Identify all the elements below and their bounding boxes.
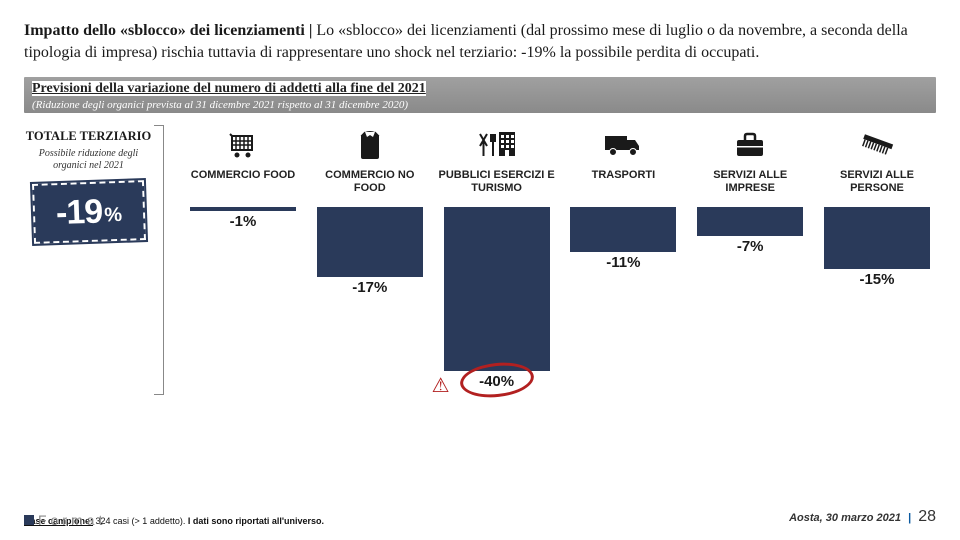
footnote-body: 324 casi (> 1 addetto). xyxy=(93,516,188,526)
slide-title: Impatto dello «sblocco» dei licenziament… xyxy=(0,0,960,71)
chart-column: SERVIZI ALLE IMPRESE -7% xyxy=(691,125,809,395)
bar-area: -7% xyxy=(691,207,809,395)
bar-value-label: -1% xyxy=(184,213,302,230)
briefcase-icon xyxy=(734,125,766,165)
bar-value-label: -11% xyxy=(564,254,682,271)
chart-column: COMMERCIO NO FOOD -17% xyxy=(311,125,429,395)
comb-icon xyxy=(860,125,894,165)
bar-value-label: -17% xyxy=(311,279,429,296)
category-label: PUBBLICI ESERCIZI E TURISMO xyxy=(438,169,556,207)
bar-value-label: -7% xyxy=(691,238,809,255)
bar xyxy=(570,207,676,252)
kpi-top-label: TOTALE TERZIARIO xyxy=(24,129,153,143)
title-lead: Impatto dello «sblocco» dei licenziament… xyxy=(24,22,312,39)
chart-column: TRASPORTI -11% xyxy=(564,125,682,395)
bar xyxy=(317,207,423,277)
bar xyxy=(697,207,803,236)
bar-area: -15% xyxy=(818,207,936,395)
bar-area: -11% xyxy=(564,207,682,395)
bar-area: -40%⚠ xyxy=(438,207,556,395)
bar-value-label: -15% xyxy=(818,271,936,288)
bar xyxy=(444,207,550,371)
chart-column: COMMERCIO FOOD -1% xyxy=(184,125,302,395)
chart-column: SERVIZI ALLE PERSONE -15% xyxy=(818,125,936,395)
kpi-panel: TOTALE TERZIARIO Possibile riduzione deg… xyxy=(24,125,164,395)
page-number: 28 xyxy=(918,508,936,525)
truck-icon xyxy=(603,125,643,165)
footer: Base campione: 324 casi (> 1 addetto). I… xyxy=(24,516,936,526)
main-content: TOTALE TERZIARIO Possibile riduzione deg… xyxy=(24,125,936,395)
category-label: TRASPORTI xyxy=(592,169,656,207)
dining-icon xyxy=(475,125,519,165)
divider-icon: | xyxy=(908,512,911,524)
chart-column: PUBBLICI ESERCIZI E TURISMO-40%⚠ xyxy=(438,125,556,395)
footer-date: Aosta, 30 marzo 2021 xyxy=(789,512,901,524)
jacket-icon xyxy=(355,125,385,165)
bar xyxy=(190,207,296,211)
page-meta: Aosta, 30 marzo 2021 | 28 xyxy=(789,508,936,526)
kpi-sub-label: Possibile riduzione degli organici nel 2… xyxy=(24,148,153,172)
bar-chart: COMMERCIO FOOD -1% COMMERCIO NO FOOD -17% PU… xyxy=(164,125,936,395)
kpi-box: -19 % xyxy=(31,180,145,244)
bar-area: -17% xyxy=(311,207,429,395)
subtitle-line2: (Riduzione degli organici prevista al 31… xyxy=(32,99,928,111)
category-label: COMMERCIO FOOD xyxy=(191,169,296,207)
warning-icon: ⚠ xyxy=(432,373,450,398)
category-label: SERVIZI ALLE IMPRESE xyxy=(691,169,809,207)
footnote-tail: I dati sono riportati all'universo. xyxy=(188,516,324,526)
subtitle-line1: Previsioni della variazione del numero d… xyxy=(32,81,426,96)
category-label: COMMERCIO NO FOOD xyxy=(311,169,429,207)
kpi-value: -19 xyxy=(55,192,102,233)
cart-icon xyxy=(226,125,260,165)
subtitle-bar: Previsioni della variazione del numero d… xyxy=(24,77,936,113)
kpi-suffix: % xyxy=(103,203,122,227)
bar-area: -1% xyxy=(184,207,302,395)
bar xyxy=(824,207,930,269)
category-label: SERVIZI ALLE PERSONE xyxy=(818,169,936,207)
logo: Format xyxy=(24,512,106,528)
